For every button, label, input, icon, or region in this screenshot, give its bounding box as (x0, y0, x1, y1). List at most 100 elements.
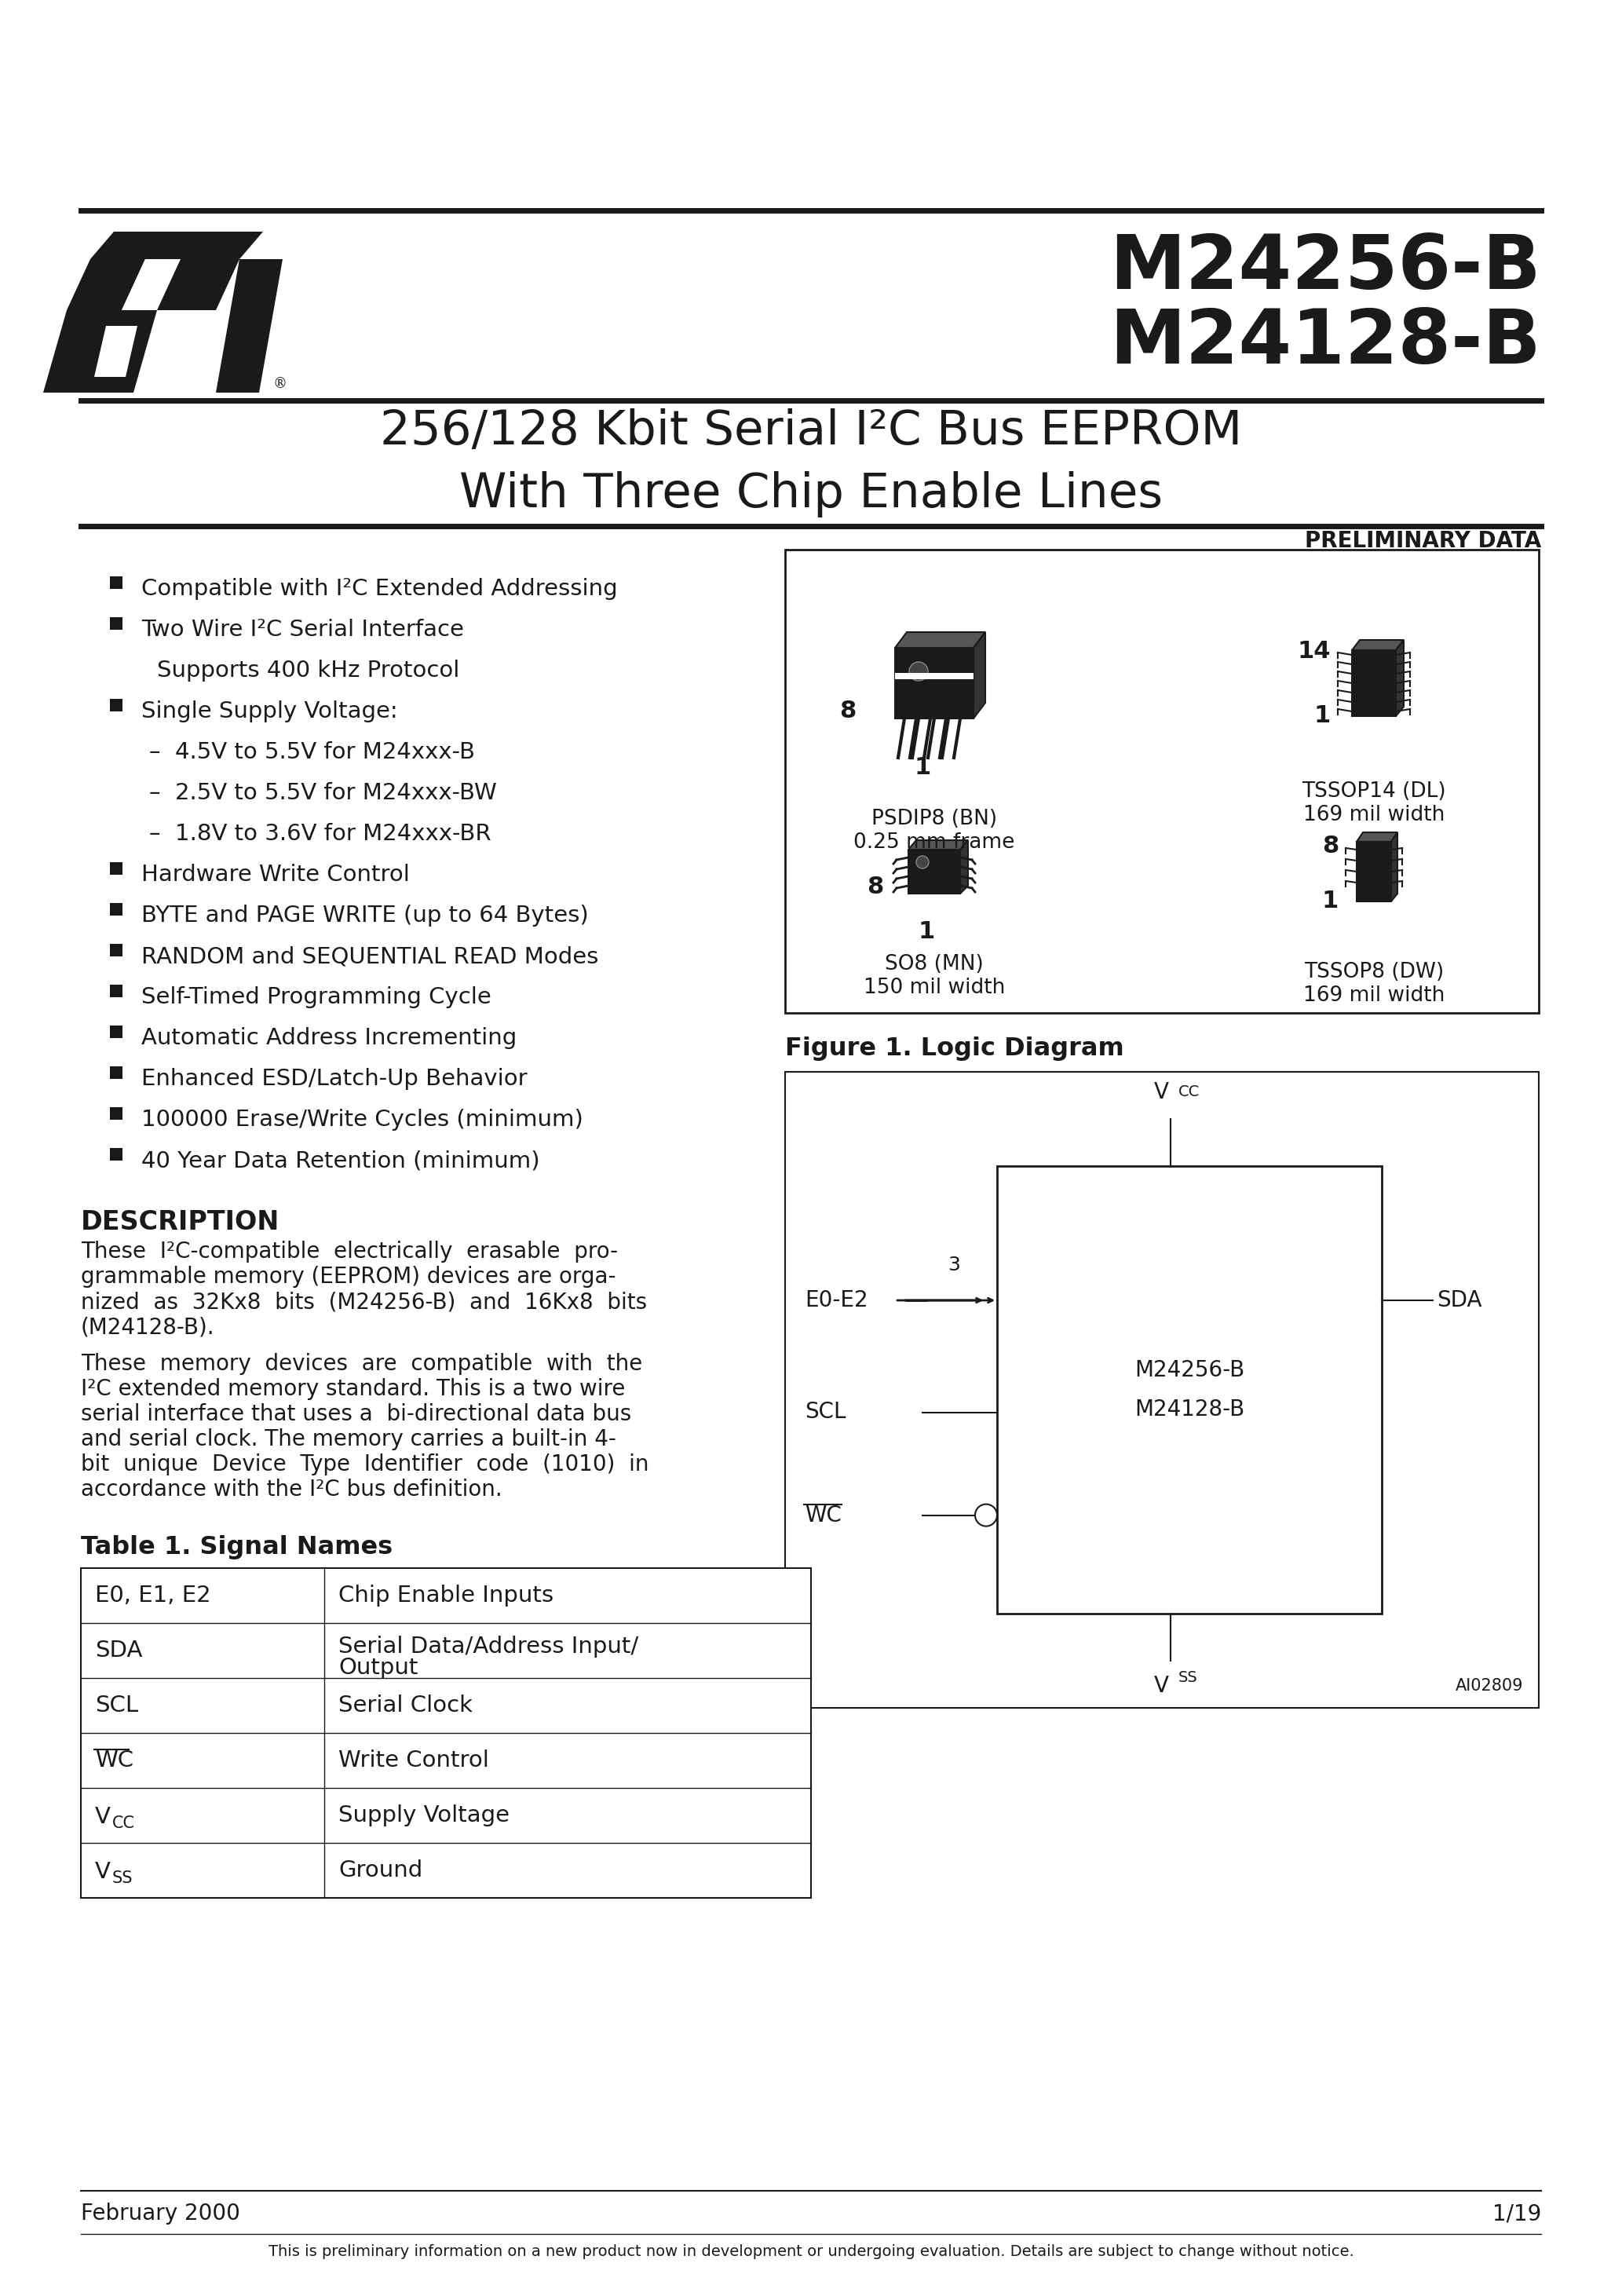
Text: (M24128-B).: (M24128-B). (81, 1316, 214, 1339)
Bar (895, 673, 973, 680)
Text: 8: 8 (1322, 836, 1338, 859)
Text: 1/19: 1/19 (1492, 2202, 1541, 2225)
Polygon shape (895, 631, 985, 647)
Text: SCL: SCL (96, 1694, 138, 1717)
Circle shape (975, 1504, 998, 1527)
Polygon shape (44, 310, 157, 393)
Bar (110, 576, 123, 588)
Polygon shape (1392, 833, 1398, 902)
Text: 3: 3 (947, 1256, 960, 1274)
Text: These  I²C-compatible  electrically  erasable  pro-: These I²C-compatible electrically erasab… (81, 1240, 618, 1263)
Polygon shape (973, 631, 985, 719)
Text: Supply Voltage: Supply Voltage (339, 1805, 509, 1825)
Bar (110, 618, 123, 629)
Bar (110, 985, 123, 996)
Text: 169 mil width: 169 mil width (1302, 806, 1445, 824)
Text: SDA: SDA (96, 1639, 143, 1662)
Text: Automatic Address Incrementing: Automatic Address Incrementing (141, 1026, 517, 1049)
Text: This is preliminary information on a new product now in development or undergoin: This is preliminary information on a new… (268, 2243, 1354, 2259)
Bar (110, 698, 123, 712)
Text: M24256-B: M24256-B (1134, 1359, 1244, 1382)
Text: RANDOM and SEQUENTIAL READ Modes: RANDOM and SEQUENTIAL READ Modes (141, 946, 599, 967)
Polygon shape (1356, 833, 1398, 843)
Text: WC: WC (805, 1504, 842, 1527)
Text: DESCRIPTION: DESCRIPTION (81, 1210, 279, 1235)
Text: SCL: SCL (805, 1401, 847, 1424)
Text: 1: 1 (915, 755, 931, 778)
Text: SS: SS (1178, 1669, 1197, 1685)
Text: accordance with the I²C bus definition.: accordance with the I²C bus definition. (81, 1479, 503, 1502)
Text: V: V (1153, 1081, 1168, 1104)
Text: Self-Timed Programming Cycle: Self-Timed Programming Cycle (141, 987, 491, 1008)
Polygon shape (94, 326, 138, 377)
Polygon shape (1351, 650, 1397, 716)
Text: nized  as  32Kx8  bits  (M24256-B)  and  16Kx8  bits: nized as 32Kx8 bits (M24256-B) and 16Kx8… (81, 1290, 647, 1313)
Circle shape (916, 856, 929, 868)
Polygon shape (895, 647, 973, 719)
Text: PRELIMINARY DATA: PRELIMINARY DATA (1304, 530, 1541, 551)
Text: M24128-B: M24128-B (1134, 1398, 1244, 1421)
Text: Serial Data/Address Input/: Serial Data/Address Input/ (339, 1635, 639, 1658)
Polygon shape (91, 232, 263, 259)
Text: 40 Year Data Retention (minimum): 40 Year Data Retention (minimum) (141, 1150, 540, 1171)
Polygon shape (216, 259, 282, 393)
Text: Supports 400 kHz Protocol: Supports 400 kHz Protocol (157, 659, 459, 682)
Text: and serial clock. The memory carries a built-in 4-: and serial clock. The memory carries a b… (81, 1428, 616, 1451)
Polygon shape (1351, 641, 1403, 650)
Text: TSSOP14 (DL): TSSOP14 (DL) (1302, 781, 1445, 801)
Bar (110, 863, 123, 875)
Text: BYTE and PAGE WRITE (up to 64 Bytes): BYTE and PAGE WRITE (up to 64 Bytes) (141, 905, 589, 928)
Bar (110, 1026, 123, 1038)
Text: 8: 8 (866, 875, 884, 898)
Text: 100000 Erase/Write Cycles (minimum): 100000 Erase/Write Cycles (minimum) (141, 1109, 584, 1130)
Text: PSDIP8 (BN): PSDIP8 (BN) (871, 808, 998, 829)
Text: –  4.5V to 5.5V for M24xxx-B: – 4.5V to 5.5V for M24xxx-B (149, 742, 475, 762)
Bar (110, 902, 123, 916)
Text: Enhanced ESD/Latch-Up Behavior: Enhanced ESD/Latch-Up Behavior (141, 1068, 527, 1091)
Text: Ground: Ground (339, 1860, 423, 1880)
Text: bit  unique  Device  Type  Identifier  code  (1010)  in: bit unique Device Type Identifier code (… (81, 1453, 649, 1476)
Bar (81, 1568, 811, 1899)
Text: February 2000: February 2000 (81, 2202, 240, 2225)
Text: V: V (96, 1862, 110, 1883)
Text: E0, E1, E2: E0, E1, E2 (96, 1584, 211, 1607)
Text: 169 mil width: 169 mil width (1302, 985, 1445, 1006)
Text: CC: CC (1178, 1084, 1199, 1100)
Text: serial interface that uses a  bi-directional data bus: serial interface that uses a bi-directio… (81, 1403, 631, 1426)
Polygon shape (122, 259, 180, 310)
Bar (110, 944, 123, 957)
Text: SO8 (MN): SO8 (MN) (886, 955, 983, 974)
Text: –  1.8V to 3.6V for M24xxx-BR: – 1.8V to 3.6V for M24xxx-BR (149, 822, 491, 845)
Text: E0-E2: E0-E2 (805, 1290, 868, 1311)
Text: SDA: SDA (1437, 1290, 1483, 1311)
Text: 14: 14 (1298, 641, 1330, 664)
Text: Write Control: Write Control (339, 1750, 488, 1773)
Polygon shape (908, 840, 968, 850)
Text: Two Wire I²C Serial Interface: Two Wire I²C Serial Interface (141, 618, 464, 641)
Text: Table 1. Signal Names: Table 1. Signal Names (81, 1536, 393, 1559)
Text: M24256-B: M24256-B (1109, 232, 1541, 305)
Polygon shape (908, 850, 960, 893)
Text: AI02809: AI02809 (1455, 1678, 1523, 1694)
Text: Chip Enable Inputs: Chip Enable Inputs (339, 1584, 553, 1607)
Text: 256/128 Kbit Serial I²C Bus EEPROM: 256/128 Kbit Serial I²C Bus EEPROM (380, 409, 1242, 455)
Text: V: V (1153, 1674, 1168, 1697)
Text: Compatible with I²C Extended Addressing: Compatible with I²C Extended Addressing (141, 579, 618, 599)
Text: Hardware Write Control: Hardware Write Control (141, 863, 410, 886)
Polygon shape (157, 259, 240, 310)
Text: M24128-B: M24128-B (1109, 305, 1541, 379)
Text: V: V (96, 1807, 110, 1828)
Text: –  2.5V to 5.5V for M24xxx-BW: – 2.5V to 5.5V for M24xxx-BW (149, 783, 496, 804)
Text: TSSOP8 (DW): TSSOP8 (DW) (1304, 962, 1444, 983)
Bar (785, 549, 1539, 1013)
Circle shape (910, 661, 928, 682)
Bar (110, 1065, 123, 1079)
Bar (110, 1107, 123, 1120)
Bar (998, 1166, 1382, 1614)
Text: 0.25 mm frame: 0.25 mm frame (853, 833, 1015, 852)
Polygon shape (1397, 641, 1403, 716)
Text: Single Supply Voltage:: Single Supply Voltage: (141, 700, 397, 723)
Bar (110, 1148, 123, 1159)
Text: These  memory  devices  are  compatible  with  the: These memory devices are compatible with… (81, 1352, 642, 1375)
Bar (785, 1072, 1539, 1708)
